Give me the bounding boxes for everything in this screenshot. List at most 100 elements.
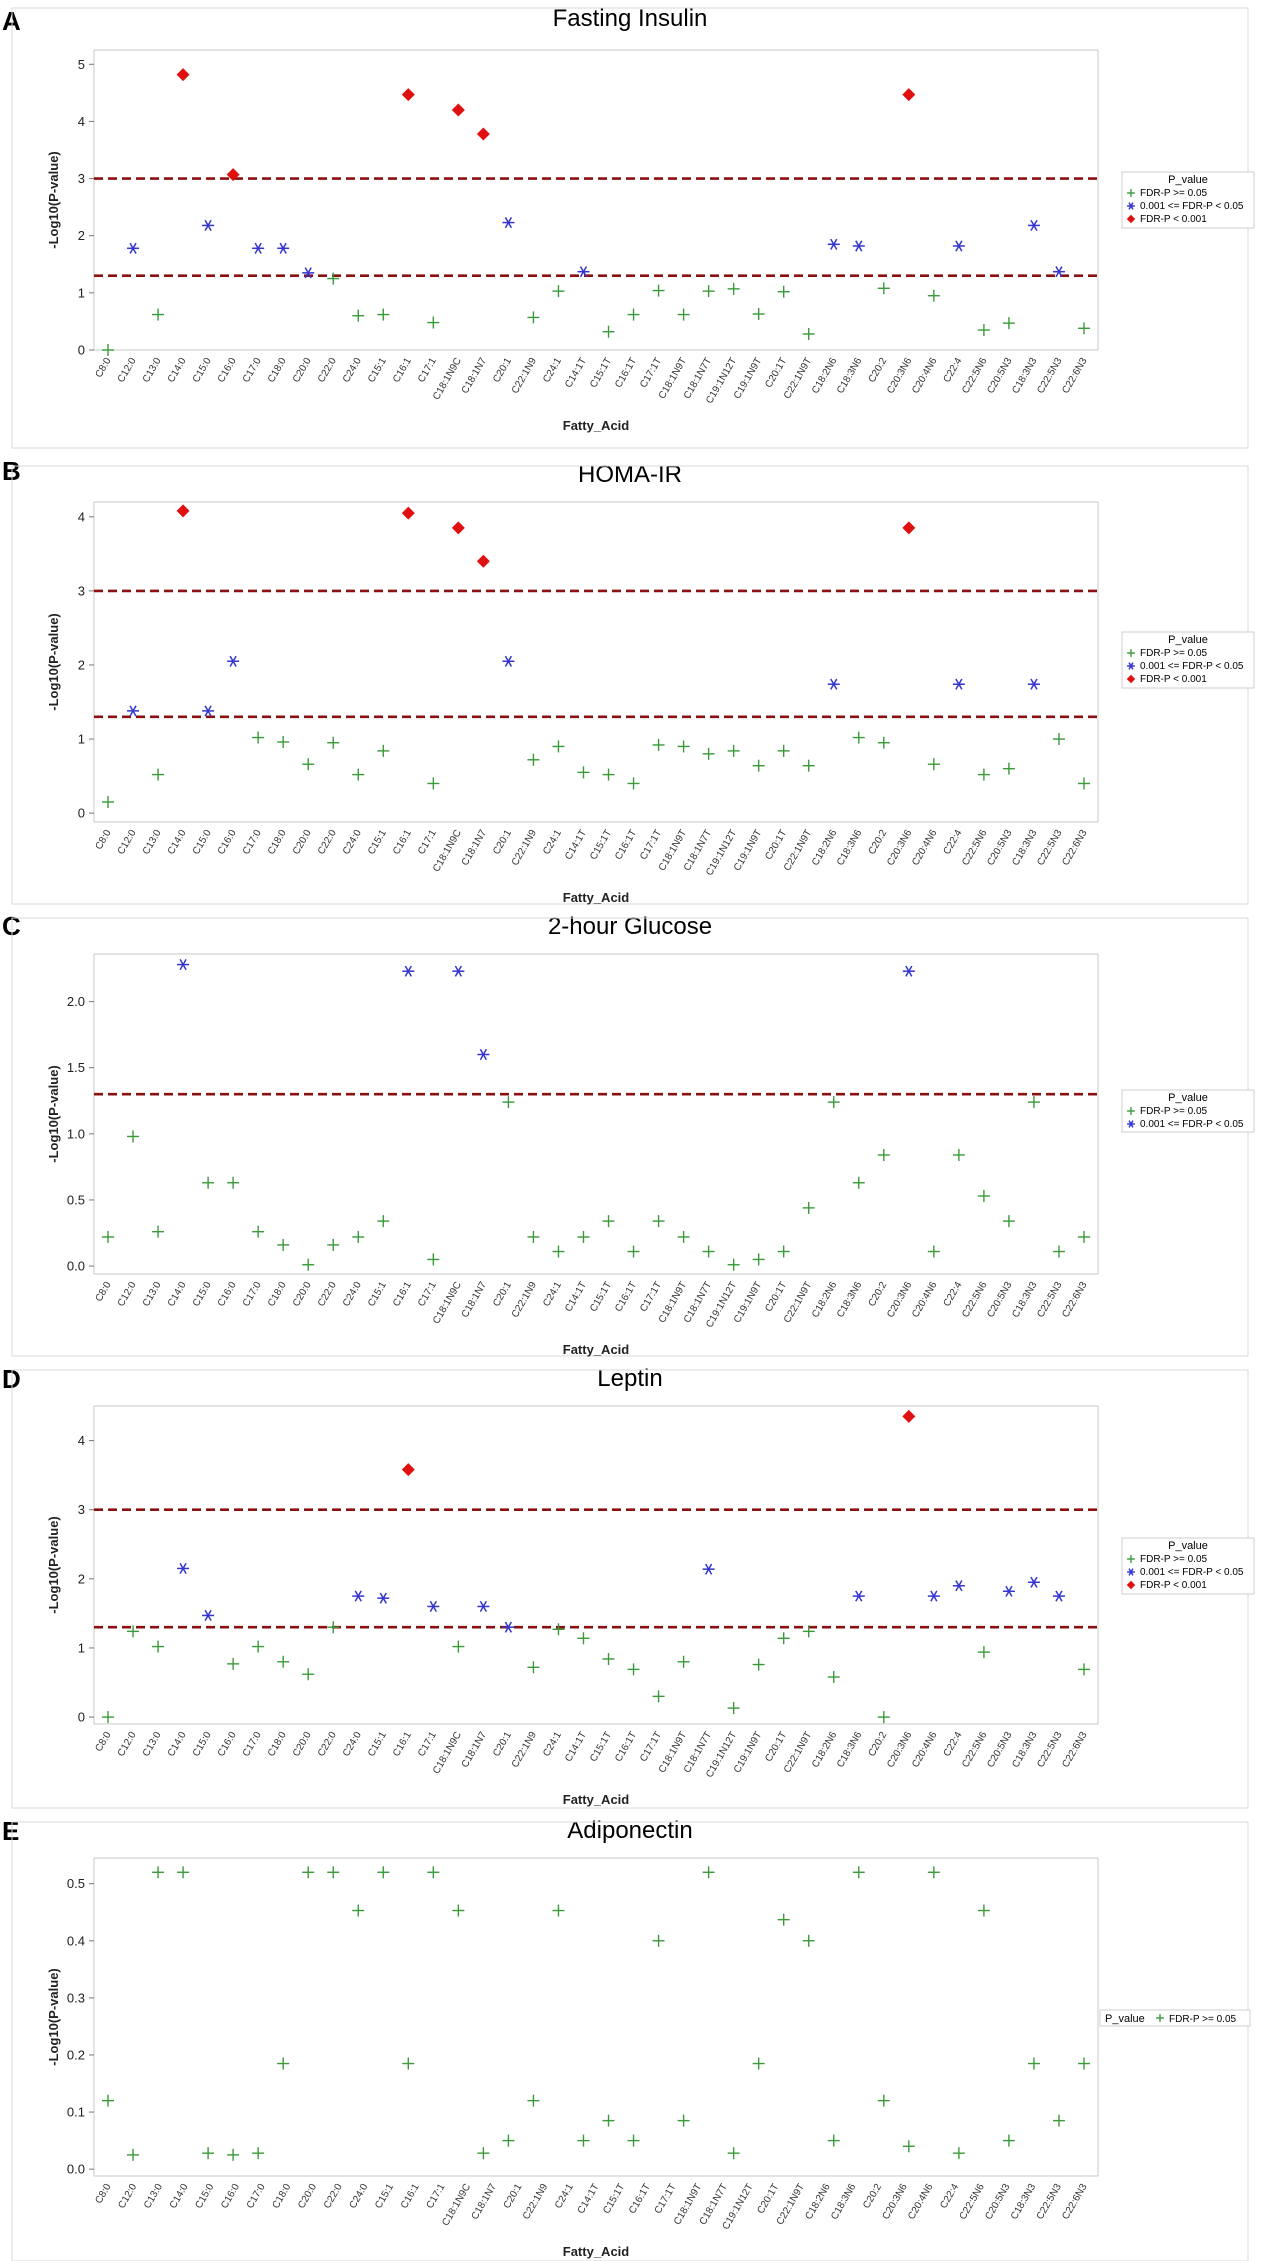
x-tick-label: C16:1 xyxy=(399,2182,422,2211)
diamond-marker-icon xyxy=(902,521,916,535)
x-tick-label: C16:0 xyxy=(216,1730,239,1759)
diamond-marker-icon xyxy=(902,88,916,102)
plus-marker-icon xyxy=(877,1148,890,1161)
asterisk-marker-icon xyxy=(1052,1590,1065,1602)
x-tick-label: C16:1 xyxy=(391,1280,414,1309)
x-tick-label: C22:1N9 xyxy=(510,828,539,868)
plus-marker-icon xyxy=(577,1230,590,1243)
asterisk-marker-icon xyxy=(852,1590,865,1602)
plus-marker-icon xyxy=(502,2134,515,2147)
x-tick-label: C15:1 xyxy=(373,2182,396,2211)
plus-marker-icon xyxy=(552,740,565,753)
chart-title: Fasting Insulin xyxy=(553,5,708,32)
plus-marker-icon xyxy=(152,1225,165,1238)
panel-letter: D xyxy=(2,1364,21,1394)
panel-e: E Adiponectin 0.0 0.1 0.2 0.3 0.4 0.5 -Log10(P-v… xyxy=(2,1816,1251,2261)
plus-marker-icon xyxy=(677,308,690,321)
y-axis-label: -Log10(P-value) xyxy=(46,151,61,249)
asterisk-marker-icon xyxy=(927,1590,940,1602)
legend-label: 0.001 <= FDR-P < 0.05 xyxy=(1140,1567,1244,1578)
x-tick-label: C16:0 xyxy=(216,828,239,857)
x-tick-label: C20:1 xyxy=(491,1730,514,1759)
asterisk-marker-icon xyxy=(1027,678,1040,690)
plus-marker-icon xyxy=(327,1238,340,1251)
data-points xyxy=(102,959,1090,1271)
x-tick-label: C18:1N7 xyxy=(460,356,489,396)
x-tick-label: C22:4 xyxy=(938,2182,961,2211)
asterisk-marker-icon xyxy=(952,240,965,252)
asterisk-marker-icon xyxy=(1002,1585,1015,1597)
legend-label: 0.001 <= FDR-P < 0.05 xyxy=(1140,201,1244,212)
legend-title: P_value xyxy=(1168,1092,1208,1104)
plus-marker-icon xyxy=(252,731,265,744)
x-tick-label: C16:1T xyxy=(613,1280,639,1314)
plus-marker-icon xyxy=(577,1632,590,1645)
x-tick-label: C12:0 xyxy=(116,1280,139,1309)
x-tick-label: C17:0 xyxy=(241,828,264,857)
plus-marker-icon xyxy=(952,2147,965,2160)
plus-marker-icon xyxy=(1156,2014,1164,2022)
legend: P_value FDR-P >= 0.05 0.001 <= FDR-P < 0.0… xyxy=(1121,631,1255,689)
plus-marker-icon xyxy=(627,2134,640,2147)
asterisk-marker-icon xyxy=(827,678,840,690)
legend-label: FDR-P >= 0.05 xyxy=(1140,1554,1208,1565)
plus-marker-icon xyxy=(152,1866,165,1879)
data-points xyxy=(102,1409,1090,1724)
diamond-marker-icon xyxy=(476,127,490,141)
legend-label: 0.001 <= FDR-P < 0.05 xyxy=(1140,661,1244,672)
asterisk-marker-icon xyxy=(277,242,290,254)
x-tick-label: C20:4N6 xyxy=(910,828,939,868)
plus-marker-icon xyxy=(177,1866,190,1879)
plus-marker-icon xyxy=(652,284,665,297)
asterisk-marker-icon xyxy=(302,267,315,279)
plus-marker-icon xyxy=(377,1866,390,1879)
plus-marker-icon xyxy=(552,285,565,298)
plus-marker-icon xyxy=(552,1623,565,1636)
asterisk-marker-icon xyxy=(1127,662,1135,670)
plus-marker-icon xyxy=(927,1245,940,1258)
chart-title: HOMA-IR xyxy=(578,461,682,488)
plus-marker-icon xyxy=(1127,189,1135,197)
asterisk-marker-icon xyxy=(377,1592,390,1604)
x-tick-label: C17:1 xyxy=(416,828,439,857)
plus-marker-icon xyxy=(127,1130,140,1143)
x-tick-label: C20:1T xyxy=(763,1730,789,1764)
asterisk-marker-icon xyxy=(127,705,140,717)
x-tick-label: C18:3N6 xyxy=(835,1730,864,1770)
x-tick-label: C18:3N6 xyxy=(829,2182,858,2222)
plot-area xyxy=(93,1857,1099,2177)
plot-area xyxy=(93,49,1099,351)
plus-marker-icon xyxy=(677,1655,690,1668)
panel-b: B HOMA-IR 0 1 2 3 4 -Log10(P-value) C8:0 C12:0 C13… xyxy=(2,456,1255,905)
x-tick-label: C14:0 xyxy=(166,828,189,857)
x-tick-label: C13:0 xyxy=(141,1730,164,1759)
plot-area xyxy=(93,953,1099,1275)
x-tick-label: C12:0 xyxy=(116,356,139,385)
legend-title: P_value xyxy=(1168,634,1208,646)
y-axis-label: -Log10(P-value) xyxy=(46,1065,61,1163)
x-tick-label: C20:4N6 xyxy=(910,356,939,396)
plus-marker-icon xyxy=(777,1913,790,1926)
x-tick-label: C15:1T xyxy=(588,1280,614,1314)
x-tick-label: C17:1T xyxy=(638,1280,664,1314)
plus-marker-icon xyxy=(852,1866,865,1879)
x-tick-label: C15:1 xyxy=(366,1730,389,1759)
plus-marker-icon xyxy=(752,2057,765,2070)
x-tick-label: C12:0 xyxy=(116,828,139,857)
plus-marker-icon xyxy=(102,796,114,808)
plus-marker-icon xyxy=(452,1640,465,1653)
asterisk-marker-icon xyxy=(202,1609,215,1622)
plus-marker-icon xyxy=(1002,2134,1015,2147)
chart-title: Leptin xyxy=(597,1365,662,1392)
plus-marker-icon xyxy=(702,747,715,760)
x-tick-label: C18:0 xyxy=(266,828,289,857)
plus-marker-icon xyxy=(902,2140,915,2153)
legend-label: 0.001 <= FDR-P < 0.05 xyxy=(1140,1119,1244,1130)
asterisk-marker-icon xyxy=(1127,1568,1135,1576)
x-tick-label: C20:1 xyxy=(491,1280,514,1309)
x-tick-label: C14:1T xyxy=(563,1730,589,1764)
plus-marker-icon xyxy=(1027,2057,1040,2070)
plus-marker-icon xyxy=(1052,733,1065,746)
plus-marker-icon xyxy=(1127,649,1135,657)
asterisk-marker-icon xyxy=(352,1590,365,1602)
